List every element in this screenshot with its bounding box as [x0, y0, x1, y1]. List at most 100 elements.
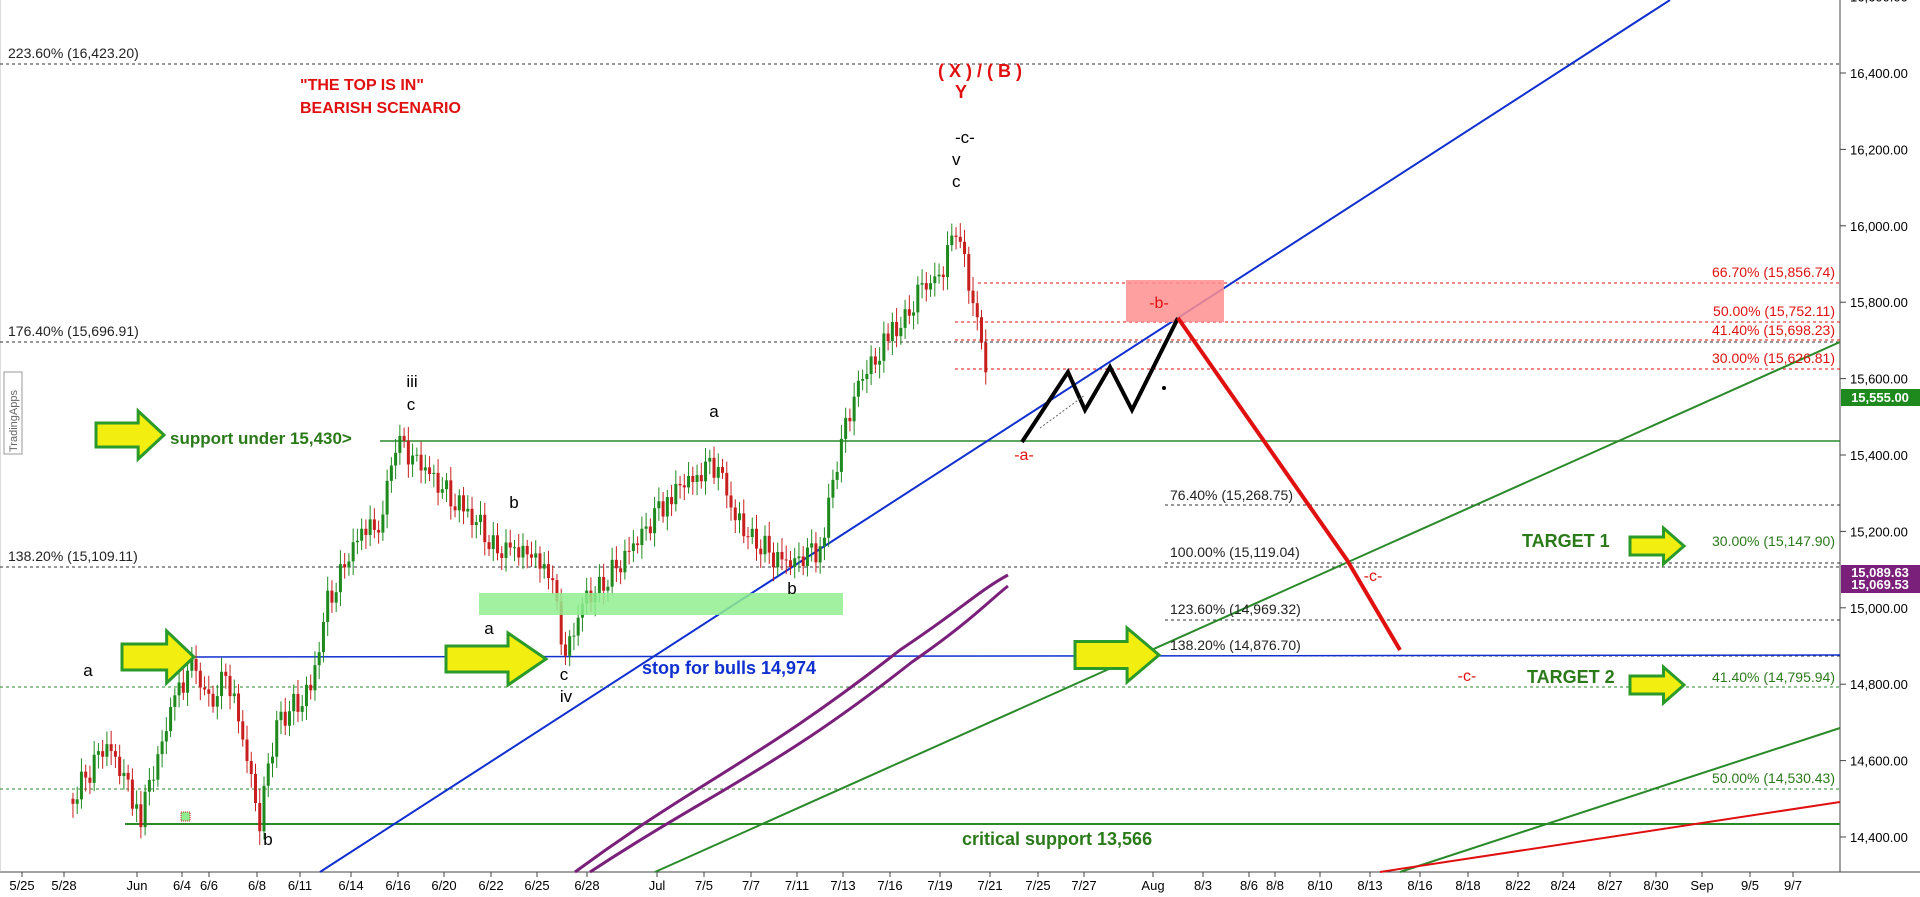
level-lines — [0, 63, 1841, 825]
y-tick-label: 15,000.00 — [1850, 601, 1908, 616]
green-trendline-upper — [654, 341, 1841, 873]
candle-body — [750, 528, 754, 538]
projection-dot — [1162, 386, 1166, 390]
candle-body — [886, 333, 890, 342]
candle-body — [347, 561, 351, 568]
top-v-label: v — [952, 150, 961, 169]
candle-body — [254, 774, 258, 804]
candle-body — [984, 342, 988, 373]
candle-body — [334, 592, 338, 603]
candle-body — [873, 356, 877, 365]
candle-body — [428, 467, 432, 475]
candle-body — [462, 495, 466, 512]
candle-body — [411, 455, 415, 465]
fib-red-66-7: 66.70% (15,856.74) — [1712, 264, 1835, 280]
candle-body — [653, 508, 657, 534]
candle-body — [780, 551, 784, 560]
candle-body — [215, 696, 219, 707]
candle-body — [814, 543, 818, 563]
x-tick-label: Aug — [1141, 878, 1164, 893]
candle-body — [508, 542, 512, 548]
headline-text: "THE TOP IS IN" — [300, 77, 424, 94]
candle-body — [623, 550, 627, 573]
candle-body — [937, 274, 941, 277]
candle-body — [827, 497, 831, 538]
candle-body — [164, 731, 168, 742]
fib-mid-100: 100.00% (15,119.04) — [1170, 544, 1300, 560]
y-tick-label: 14,400.00 — [1850, 830, 1908, 845]
candle-body — [742, 513, 746, 537]
price-candles — [71, 223, 988, 845]
candle-body — [321, 621, 325, 653]
candle-body — [500, 553, 504, 558]
candle-body — [614, 559, 618, 569]
candle-body — [525, 545, 529, 555]
candle-body — [139, 804, 143, 828]
candle-body — [810, 543, 814, 548]
candle-body — [882, 333, 886, 361]
candle-body — [555, 580, 559, 602]
candle-body — [712, 457, 716, 478]
candle-body — [88, 777, 92, 783]
x-tick-label: 6/22 — [478, 878, 503, 893]
candle-body — [71, 798, 75, 804]
ma-top-box-bg — [1841, 565, 1920, 581]
candle-body — [126, 772, 130, 780]
stop-text: stop for bulls 14,974 — [642, 658, 816, 678]
candle-body — [818, 546, 822, 563]
wave-a-left-label: a — [83, 661, 93, 680]
candle-body — [776, 551, 780, 568]
candle-body — [326, 590, 330, 622]
candle-body — [270, 756, 274, 764]
projection-red-down — [1176, 316, 1402, 652]
candle-body — [865, 374, 869, 380]
ma-bottom-box-text: 15,069.53 — [1851, 577, 1909, 592]
candle-body — [330, 590, 334, 603]
candle-body — [602, 576, 606, 591]
candle-body — [856, 380, 860, 397]
candle-body — [224, 671, 228, 676]
candle-body — [113, 751, 117, 757]
candle-body — [746, 536, 750, 538]
candle-body — [317, 652, 321, 666]
candle-body — [929, 283, 933, 290]
projection-dotted — [1039, 394, 1086, 429]
candle-body — [440, 489, 444, 493]
wave-iii-label: iii — [406, 372, 417, 391]
candle-body — [364, 528, 368, 535]
candle-body — [474, 522, 478, 526]
support-arrow-icon — [94, 407, 167, 463]
x-tick-label: 8/3 — [1194, 878, 1212, 893]
candle-body — [449, 480, 453, 507]
fib-red-30: 30.00% (15,626.81) — [1712, 350, 1835, 366]
candle-body — [546, 564, 550, 579]
y-tick-label: 15,600.00 — [1850, 372, 1908, 387]
candle-body — [699, 475, 703, 482]
y-tick-label: 14,800.00 — [1850, 677, 1908, 692]
candle-body — [241, 721, 245, 740]
candle-body — [258, 803, 262, 832]
candle-body — [920, 283, 924, 285]
y-tick-label: 15,800.00 — [1850, 295, 1908, 310]
candle-body — [211, 693, 215, 707]
top-c-label: -c- — [955, 128, 975, 147]
candle-body — [84, 771, 88, 778]
x-tick-label: 7/19 — [927, 878, 952, 893]
x-tick-label: 5/25 — [9, 878, 34, 893]
candle-body — [470, 508, 474, 526]
candle-body — [716, 467, 720, 478]
candle-body — [377, 529, 381, 533]
x-axis: 5/25 5/28 Jun 6/4 6/6 6/8 6/11 6/14 6/16 6/20 6/22… — [9, 872, 1802, 893]
wave-iv-label: iv — [560, 687, 573, 706]
candle-body — [275, 720, 279, 757]
x-tick-label: 7/27 — [1071, 878, 1096, 893]
candle-body — [304, 684, 308, 707]
candle-body — [903, 309, 907, 328]
candle-body — [436, 472, 440, 493]
candle-body — [177, 682, 181, 696]
candle-body — [75, 799, 79, 804]
candle-body — [245, 739, 249, 762]
x-tick-label: 6/16 — [385, 878, 410, 893]
x-tick-label: 9/7 — [1784, 878, 1802, 893]
